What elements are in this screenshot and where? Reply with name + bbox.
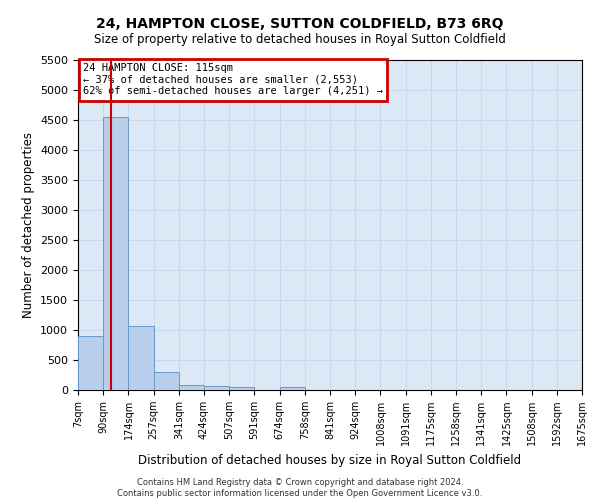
Bar — [179, 385, 204, 390]
Bar — [154, 372, 179, 390]
Bar — [204, 386, 229, 390]
Text: 24 HAMPTON CLOSE: 115sqm
← 37% of detached houses are smaller (2,553)
62% of sem: 24 HAMPTON CLOSE: 115sqm ← 37% of detach… — [83, 64, 383, 96]
Bar — [78, 336, 103, 390]
Bar — [229, 387, 254, 390]
Bar — [103, 117, 128, 390]
Text: 24, HAMPTON CLOSE, SUTTON COLDFIELD, B73 6RQ: 24, HAMPTON CLOSE, SUTTON COLDFIELD, B73… — [96, 18, 504, 32]
Bar — [128, 326, 154, 390]
Text: Size of property relative to detached houses in Royal Sutton Coldfield: Size of property relative to detached ho… — [94, 32, 506, 46]
Y-axis label: Number of detached properties: Number of detached properties — [22, 132, 35, 318]
X-axis label: Distribution of detached houses by size in Royal Sutton Coldfield: Distribution of detached houses by size … — [139, 454, 521, 466]
Bar — [280, 387, 305, 390]
Text: Contains HM Land Registry data © Crown copyright and database right 2024.
Contai: Contains HM Land Registry data © Crown c… — [118, 478, 482, 498]
